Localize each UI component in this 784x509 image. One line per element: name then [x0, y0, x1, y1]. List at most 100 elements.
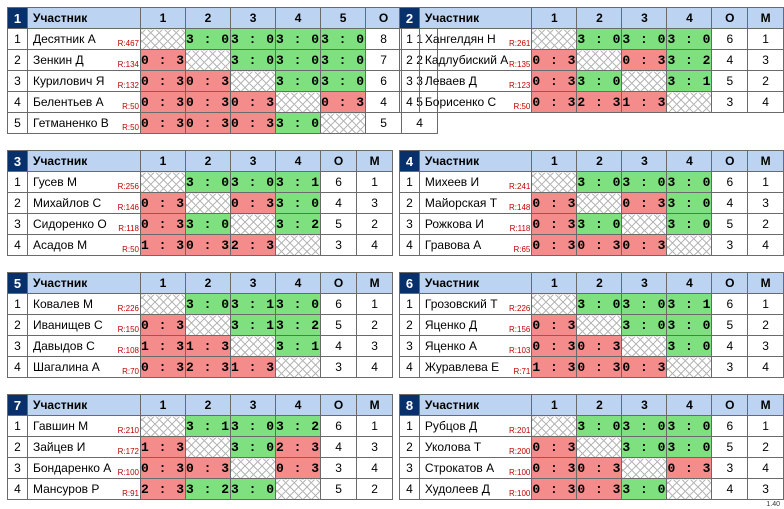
player-number: 3	[7, 213, 28, 235]
player-number: 2	[7, 192, 28, 214]
match-score: 3 : 0	[230, 415, 277, 437]
match-score: 3 : 0	[576, 415, 623, 437]
player-name: Зенкин Д	[33, 53, 84, 67]
player-name: Михеев И	[424, 175, 480, 189]
opponent-column-header: 2	[185, 272, 232, 294]
match-score: 3 : 0	[230, 478, 277, 500]
player-name: Шагалина А	[33, 360, 100, 374]
match-score: 3 : 2	[185, 478, 232, 500]
match-score: 0 : 3	[185, 91, 232, 113]
player-name: Курилович Я	[33, 74, 105, 88]
player-points: 5	[711, 70, 749, 92]
player-name: Иванищев С	[33, 318, 103, 332]
match-score: 3 : 0	[576, 213, 623, 235]
player-rating: R:100	[117, 468, 139, 477]
match-score: 3 : 1	[230, 314, 277, 336]
self-match-cell	[230, 70, 277, 92]
player-name: Худолеев Д	[424, 482, 490, 496]
match-score: 0 : 3	[139, 314, 187, 336]
match-score: 3 : 0	[185, 213, 232, 235]
player-rating: R:200	[509, 447, 531, 456]
player-rating: R:123	[509, 81, 531, 90]
match-score: 0 : 3	[139, 70, 187, 92]
player-name: Яценко А	[424, 339, 477, 353]
participant-header: Участник	[27, 7, 141, 29]
player-points: 6	[711, 415, 749, 437]
player-points: 4	[711, 335, 749, 357]
player-number: 3	[399, 70, 420, 92]
match-score: 2 : 3	[275, 436, 322, 458]
player-name-cell: Гравова А R:65	[418, 234, 533, 256]
player-name: Рубцов Д	[424, 419, 478, 433]
player-points: 4	[320, 335, 358, 357]
player-name: Бондаренко А	[33, 461, 112, 475]
match-score: 3 : 0	[666, 335, 713, 357]
self-match-cell	[185, 436, 232, 458]
match-score: 0 : 3	[576, 335, 623, 357]
player-place: 4	[401, 112, 439, 134]
match-score: 0 : 3	[139, 356, 187, 378]
participant-header: Участник	[418, 150, 533, 172]
match-score: 3 : 0	[230, 49, 277, 71]
player-place: 2	[356, 314, 394, 336]
match-score: 3 : 0	[621, 415, 668, 437]
player-name-cell: Майорская Т R:148	[418, 192, 533, 214]
player-points: 6	[320, 415, 358, 437]
match-score: 3 : 0	[621, 171, 668, 193]
player-points: 5	[320, 213, 358, 235]
player-number: 3	[399, 457, 420, 479]
player-name: Михайлов С	[33, 196, 102, 210]
match-score: 3 : 0	[621, 478, 668, 500]
player-name: Яценко Д	[424, 318, 478, 332]
self-match-cell	[531, 293, 578, 315]
player-points: 3	[711, 91, 749, 113]
player-points: 3	[711, 356, 749, 378]
group-number: 5	[7, 272, 28, 294]
participant-header: Участник	[418, 394, 533, 416]
player-points: 3	[711, 234, 749, 256]
player-name: Ковалев М	[33, 297, 93, 311]
player-rating: R:118	[509, 224, 531, 233]
self-match-cell	[139, 28, 187, 50]
match-score: 3 : 0	[275, 70, 322, 92]
player-number: 4	[7, 234, 28, 256]
player-name: Леваев Д	[424, 74, 477, 88]
player-rating: R:148	[509, 203, 531, 212]
player-place: 1	[747, 415, 784, 437]
player-points: 3	[711, 457, 749, 479]
opponent-column-header: 2	[185, 394, 232, 416]
match-score: 1 : 3	[139, 436, 187, 458]
player-number: 4	[399, 234, 420, 256]
player-place: 2	[747, 213, 784, 235]
player-number: 2	[7, 314, 28, 336]
match-score: 3 : 0	[666, 171, 713, 193]
player-name-cell: Белентьев А R:50	[27, 91, 141, 113]
player-name-cell: Грозовский Т R:226	[418, 293, 533, 315]
player-points: 6	[320, 171, 358, 193]
opponent-column-header: 5	[320, 7, 367, 29]
player-name-cell: Давыдов С R:108	[27, 335, 141, 357]
self-match-cell	[576, 314, 623, 336]
opponent-column-header: 2	[576, 7, 623, 29]
player-place: 1	[356, 293, 394, 315]
match-score: 3 : 0	[275, 28, 322, 50]
player-number: 1	[7, 293, 28, 315]
match-score: 3 : 0	[666, 436, 713, 458]
player-number: 5	[7, 112, 28, 134]
player-name-cell: Худолеев Д R:100	[418, 478, 533, 500]
match-score: 1 : 3	[531, 356, 578, 378]
match-score: 0 : 3	[139, 457, 187, 479]
match-score: 3 : 0	[666, 314, 713, 336]
group-number: 3	[7, 150, 28, 172]
